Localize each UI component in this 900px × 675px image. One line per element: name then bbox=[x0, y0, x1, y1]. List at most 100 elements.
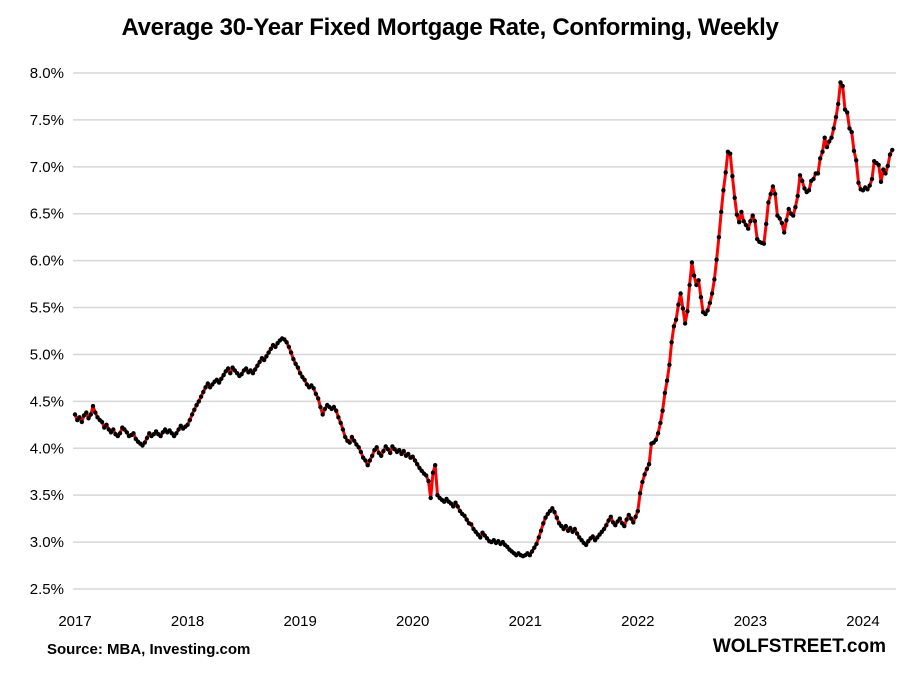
data-point-marker bbox=[554, 515, 559, 520]
data-point-marker bbox=[617, 516, 622, 521]
data-point-marker bbox=[90, 403, 96, 409]
data-point-marker bbox=[288, 350, 294, 355]
data-point-marker bbox=[622, 523, 627, 529]
data-point-marker bbox=[536, 535, 541, 540]
data-point-marker bbox=[669, 340, 674, 345]
x-tick-label: 2019 bbox=[283, 613, 316, 630]
data-point-marker bbox=[827, 139, 832, 144]
data-point-marker bbox=[626, 512, 631, 518]
data-point-marker bbox=[885, 163, 890, 169]
data-point-marker bbox=[252, 367, 258, 372]
y-tick-label: 7.0% bbox=[30, 159, 64, 176]
data-point-marker bbox=[365, 463, 370, 468]
data-point-marker bbox=[644, 466, 650, 472]
data-point-marker bbox=[313, 391, 319, 397]
data-point-marker bbox=[77, 415, 82, 420]
data-point-marker bbox=[336, 415, 341, 420]
data-point-marker bbox=[721, 188, 726, 193]
data-point-marker bbox=[239, 372, 244, 377]
y-tick-label: 5.0% bbox=[30, 346, 64, 363]
data-point-marker bbox=[836, 101, 841, 107]
data-point-marker bbox=[185, 422, 190, 427]
data-point-marker bbox=[624, 517, 629, 522]
data-point-marker bbox=[750, 213, 755, 218]
data-point-marker bbox=[890, 147, 895, 153]
data-point-marker bbox=[640, 479, 645, 485]
data-point-marker bbox=[707, 300, 713, 306]
data-point-marker bbox=[667, 362, 672, 367]
data-point-marker bbox=[529, 549, 535, 554]
data-point-marker bbox=[340, 427, 346, 432]
data-point-marker bbox=[79, 419, 85, 425]
data-point-marker bbox=[766, 200, 771, 205]
data-point-marker bbox=[660, 408, 665, 413]
data-point-marker bbox=[782, 230, 787, 235]
data-point-marker bbox=[426, 478, 431, 484]
data-point-marker bbox=[791, 213, 796, 218]
data-point-marker bbox=[881, 167, 886, 172]
data-point-marker bbox=[678, 291, 683, 296]
data-point-marker bbox=[687, 282, 692, 288]
data-point-marker bbox=[255, 363, 260, 368]
y-tick-label: 3.0% bbox=[30, 534, 64, 551]
data-point-marker bbox=[88, 412, 94, 417]
rate-line bbox=[73, 80, 894, 558]
data-point-marker bbox=[338, 420, 343, 426]
data-point-marker bbox=[865, 187, 870, 192]
data-point-marker bbox=[379, 453, 384, 458]
data-point-marker bbox=[302, 377, 307, 382]
data-point-marker bbox=[653, 437, 659, 442]
chart-title: Average 30-Year Fixed Mortgage Rate, Con… bbox=[121, 14, 779, 41]
data-point-marker bbox=[696, 278, 701, 283]
data-point-marker bbox=[748, 219, 753, 224]
data-point-marker bbox=[297, 371, 303, 376]
data-point-marker bbox=[793, 205, 798, 210]
data-point-marker bbox=[703, 311, 708, 317]
data-point-marker bbox=[72, 412, 78, 417]
data-point-marker bbox=[768, 191, 773, 197]
data-point-marker bbox=[401, 448, 406, 454]
data-point-marker bbox=[786, 206, 791, 212]
data-point-marker bbox=[374, 445, 379, 450]
data-point-marker bbox=[221, 372, 226, 378]
data-point-marker bbox=[84, 410, 89, 415]
data-point-marker bbox=[694, 282, 699, 288]
data-point-marker bbox=[433, 463, 438, 468]
data-point-marker bbox=[424, 473, 429, 478]
y-tick-label: 8.0% bbox=[30, 65, 64, 82]
data-point-marker bbox=[608, 514, 613, 519]
wolfstreet-watermark: WOLFSTREET.com bbox=[712, 636, 886, 657]
data-point-marker bbox=[453, 500, 458, 505]
data-point-marker bbox=[93, 410, 98, 415]
data-point-marker bbox=[311, 386, 316, 391]
data-point-marker bbox=[851, 148, 857, 154]
data-point-marker bbox=[410, 454, 415, 459]
data-point-marker bbox=[773, 191, 778, 197]
data-point-marker bbox=[293, 361, 298, 366]
data-point-marker bbox=[320, 412, 325, 417]
data-point-marker bbox=[352, 438, 357, 443]
data-point-marker bbox=[406, 451, 411, 457]
data-point-marker bbox=[201, 389, 206, 395]
data-point-marker bbox=[741, 219, 746, 224]
data-point-marker bbox=[849, 129, 854, 135]
data-point-marker bbox=[730, 174, 735, 179]
y-tick-label: 5.5% bbox=[30, 300, 64, 317]
data-point-marker bbox=[478, 535, 483, 540]
data-point-marker bbox=[469, 522, 474, 527]
data-point-marker bbox=[189, 412, 195, 417]
y-tick-label: 3.5% bbox=[30, 487, 64, 504]
data-point-marker bbox=[784, 218, 789, 223]
data-point-marker bbox=[356, 445, 361, 450]
data-point-marker bbox=[257, 359, 262, 365]
data-point-marker bbox=[415, 462, 420, 467]
data-point-marker bbox=[316, 396, 321, 401]
data-point-marker bbox=[714, 257, 719, 262]
data-point-marker bbox=[266, 350, 271, 355]
data-point-marker bbox=[583, 542, 589, 548]
data-point-marker bbox=[716, 235, 722, 240]
data-point-marker bbox=[737, 220, 742, 225]
data-point-marker bbox=[131, 431, 136, 436]
data-point-marker bbox=[883, 171, 888, 176]
data-point-marker bbox=[845, 110, 850, 115]
